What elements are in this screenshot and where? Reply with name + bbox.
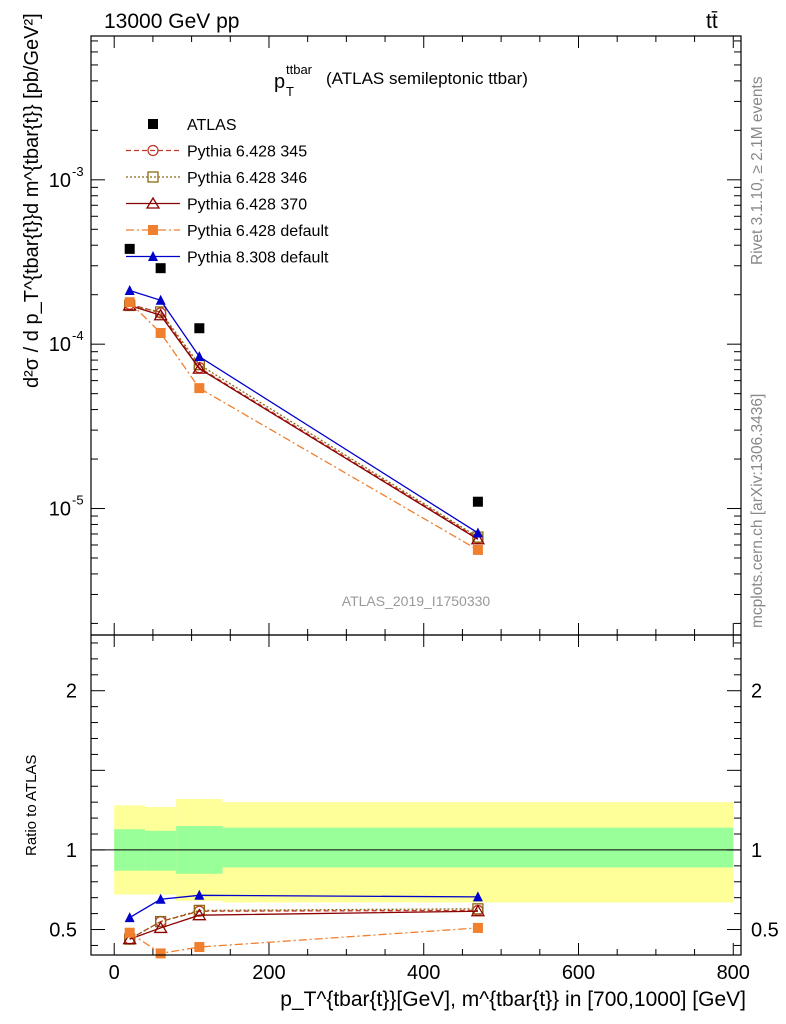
x-tick-label: 200 xyxy=(252,962,285,984)
main-series-line xyxy=(129,301,479,551)
main-data-point xyxy=(472,544,483,555)
main-series-line xyxy=(129,304,479,538)
x-tick-label: 600 xyxy=(562,962,595,984)
y-tick-label: 10 xyxy=(49,334,71,356)
y-tick-label-right: 1 xyxy=(751,840,762,862)
main-data-point xyxy=(153,308,168,321)
ratio-data-point xyxy=(194,889,205,900)
main-data-point xyxy=(194,351,205,362)
ratio-data-point xyxy=(124,927,135,938)
analysis-id-label: ATLAS_2019_I1750330 xyxy=(342,593,491,609)
x-tick-label: 0 xyxy=(109,962,120,984)
legend-label: Pythia 6.428 370 xyxy=(187,197,307,214)
main-data-point xyxy=(155,263,166,274)
process-label: tt̄ xyxy=(706,10,718,33)
ratio-data-point xyxy=(192,908,207,921)
main-series-line xyxy=(129,303,479,539)
y-tick-label-exponent: -5 xyxy=(72,493,84,508)
ratio-frame xyxy=(90,634,742,956)
x-axis-label: p_T^{tbar{t}}[GeV], m^{tbar{t}} in [700,… xyxy=(280,988,746,1011)
main-data-point xyxy=(194,323,205,334)
observable-title: p ttbar T (ATLAS semileptonic ttbar) xyxy=(274,62,528,99)
ratio-data-point xyxy=(472,903,484,915)
legend-label: Pythia 8.308 default xyxy=(187,250,329,267)
ratio-data-point xyxy=(155,948,166,959)
ratio-inner-band xyxy=(222,827,734,868)
ratio-uncertainty-bands xyxy=(91,798,741,903)
rivet-version-label: Rivet 3.1.10, ≥ 2.1M events xyxy=(749,76,766,265)
x-tick-label: 400 xyxy=(407,962,440,984)
ratio-series-group xyxy=(122,889,486,959)
legend-marker xyxy=(148,251,158,261)
ratio-data-point xyxy=(155,893,166,904)
ratio-series-line xyxy=(129,908,478,940)
ratio-inner-band xyxy=(145,830,177,871)
main-data-point xyxy=(155,294,166,305)
observable-description: (ATLAS semileptonic ttbar) xyxy=(326,69,528,88)
ratio-series-line xyxy=(129,909,478,940)
legend: ATLAS Pythia 6.428 345 Pythia 6.428 346 Pyt… xyxy=(126,117,329,267)
ratio-data-point xyxy=(472,922,483,933)
observable-subscript: T xyxy=(286,84,294,99)
legend-marker xyxy=(148,119,158,129)
ratio-data-point xyxy=(122,932,137,945)
main-data-point xyxy=(154,306,167,318)
legend-marker xyxy=(145,196,161,209)
energy-label: 13000 GeV pp xyxy=(104,10,239,33)
main-series-group xyxy=(122,243,486,555)
main-data-point xyxy=(192,361,207,374)
ratio-y-axis-label: Ratio to ATLAS xyxy=(23,755,40,856)
main-data-point xyxy=(155,327,166,338)
ratio-data-point xyxy=(472,891,483,902)
ratio-data-point xyxy=(154,915,167,928)
x-tick-label: 800 xyxy=(717,962,750,984)
main-data-point xyxy=(470,532,486,545)
y-tick-label: 10 xyxy=(49,499,71,521)
ratio-data-point xyxy=(470,904,486,917)
legend-label: Pythia 6.428 default xyxy=(187,223,329,240)
main-data-point xyxy=(124,297,135,308)
main-data-point xyxy=(472,527,483,538)
legend-label: Pythia 6.428 346 xyxy=(187,170,307,187)
ratio-data-point xyxy=(124,912,135,923)
ratio-data-point xyxy=(194,942,205,953)
ratio-series-line xyxy=(129,927,478,955)
ratio-series-line xyxy=(129,894,478,919)
main-data-point xyxy=(124,285,135,296)
y-tick-label-right: 0.5 xyxy=(751,920,779,942)
main-y-axis-label: d²σ / d p_T^{tbar{t}}d m^{tbar{t}} [pb/G… xyxy=(21,13,43,388)
y-tick-label: 10 xyxy=(49,170,71,192)
observable-symbol: p xyxy=(274,71,285,93)
main-series-line xyxy=(129,289,479,534)
ratio-data-point xyxy=(153,921,168,934)
y-tick-label-exponent: -3 xyxy=(72,164,84,179)
main-data-point xyxy=(124,243,135,254)
y-tick-label: 1 xyxy=(66,840,77,862)
main-series-line xyxy=(129,304,479,540)
y-tick-label-exponent: -4 xyxy=(72,328,84,343)
legend-marker xyxy=(147,144,159,157)
main-data-point xyxy=(472,496,483,507)
observable-superscript: ttbar xyxy=(286,62,313,77)
main-data-point xyxy=(194,383,205,394)
legend-marker xyxy=(148,225,158,235)
legend-label: Pythia 6.428 345 xyxy=(187,144,307,161)
mcplots-label: mcplots.cern.ch [arXiv:1306.3436] xyxy=(749,394,766,628)
y-tick-label: 2 xyxy=(66,681,77,703)
y-tick-label-right: 2 xyxy=(751,681,762,703)
legend-marker xyxy=(147,171,159,183)
ratio-series-line xyxy=(129,910,478,940)
legend-label: ATLAS xyxy=(187,117,237,134)
y-tick-label: 0.5 xyxy=(49,920,77,942)
